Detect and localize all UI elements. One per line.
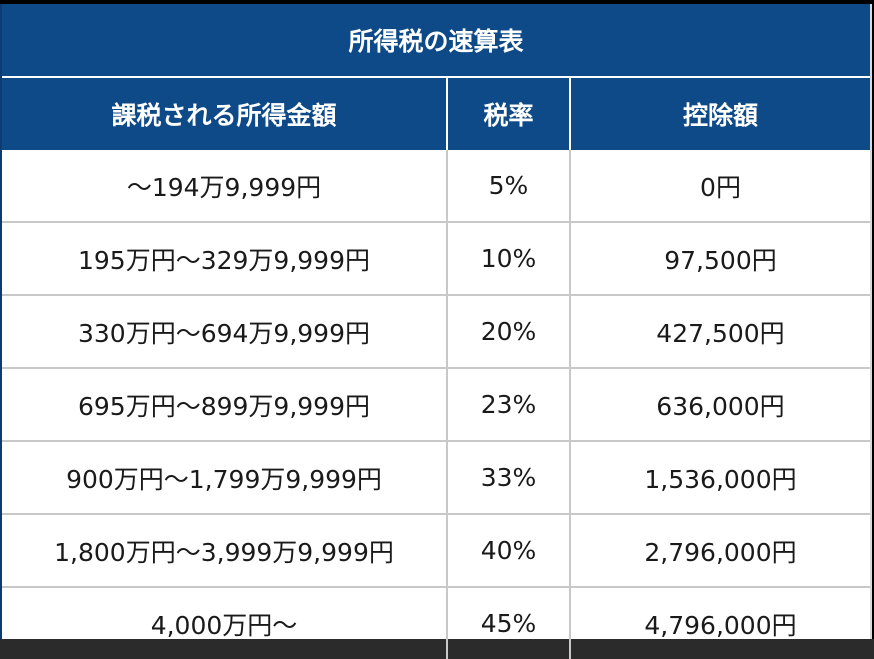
cell-tax-rate: 10% (447, 221, 571, 295)
header-tax-rate: 税率 (447, 77, 571, 150)
cell-tax-rate: 45% (447, 586, 571, 659)
table-row: 330万円〜694万9,999円 20% 427,500円 (2, 294, 870, 368)
cell-taxable-income: 695万円〜899万9,999円 (2, 367, 448, 441)
cell-tax-rate: 23% (447, 367, 571, 441)
cell-taxable-income: 900万円〜1,799万9,999円 (2, 440, 448, 514)
cell-tax-rate: 20% (447, 294, 571, 368)
income-tax-quick-calculation-table: 所得税の速算表 課税される所得金額 税率 控除額 〜194万9,999円 5% … (2, 4, 870, 659)
cell-taxable-income: 〜194万9,999円 (2, 150, 448, 222)
cell-deduction: 0円 (700, 172, 741, 202)
cell-deduction: 1,536,000円 (570, 440, 870, 514)
cell-deduction: 97,500円 (570, 221, 870, 295)
table-row: 695万円〜899万9,999円 23% 636,000円 (2, 367, 870, 441)
cell-taxable-income: 4,000万円〜 (2, 586, 448, 659)
cell-deduction: 2,796,000円 (570, 513, 870, 587)
cell-taxable-income: 1,800万円〜3,999万9,999円 (2, 513, 448, 587)
cell-taxable-income: 195万円〜329万9,999円 (2, 221, 448, 295)
header-taxable-income: 課税される所得金額 (2, 77, 448, 150)
cell-tax-rate: 5% (447, 150, 571, 222)
table-row: 195万円〜329万9,999円 10% 97,500円 (2, 221, 870, 295)
cell-tax-rate: 40% (447, 513, 571, 587)
table-row: 900万円〜1,799万9,999円 33% 1,536,000円 (2, 440, 870, 514)
tax-rate-table-container: 所得税の速算表 課税される所得金額 税率 控除額 〜194万9,999円 5% … (0, 4, 872, 659)
cell-taxable-income: 330万円〜694万9,999円 (2, 294, 448, 368)
cell-deduction: 636,000円 (570, 367, 870, 441)
table-title-row: 所得税の速算表 (2, 4, 870, 78)
table-row: 〜194万9,999円 5% 0円 (2, 150, 870, 222)
table-header-row: 課税される所得金額 税率 控除額 (2, 77, 870, 150)
cell-deduction: 427,500円 (570, 294, 870, 368)
cell-deduction: 4,796,000円 (570, 586, 870, 659)
table-title: 所得税の速算表 (2, 4, 870, 78)
cell-tax-rate: 33% (447, 440, 571, 514)
table-row: 1,800万円〜3,999万9,999円 40% 2,796,000円 (2, 513, 870, 587)
table-row: 4,000万円〜 45% 4,796,000円 (2, 586, 870, 659)
header-deduction: 控除額 (570, 77, 870, 150)
